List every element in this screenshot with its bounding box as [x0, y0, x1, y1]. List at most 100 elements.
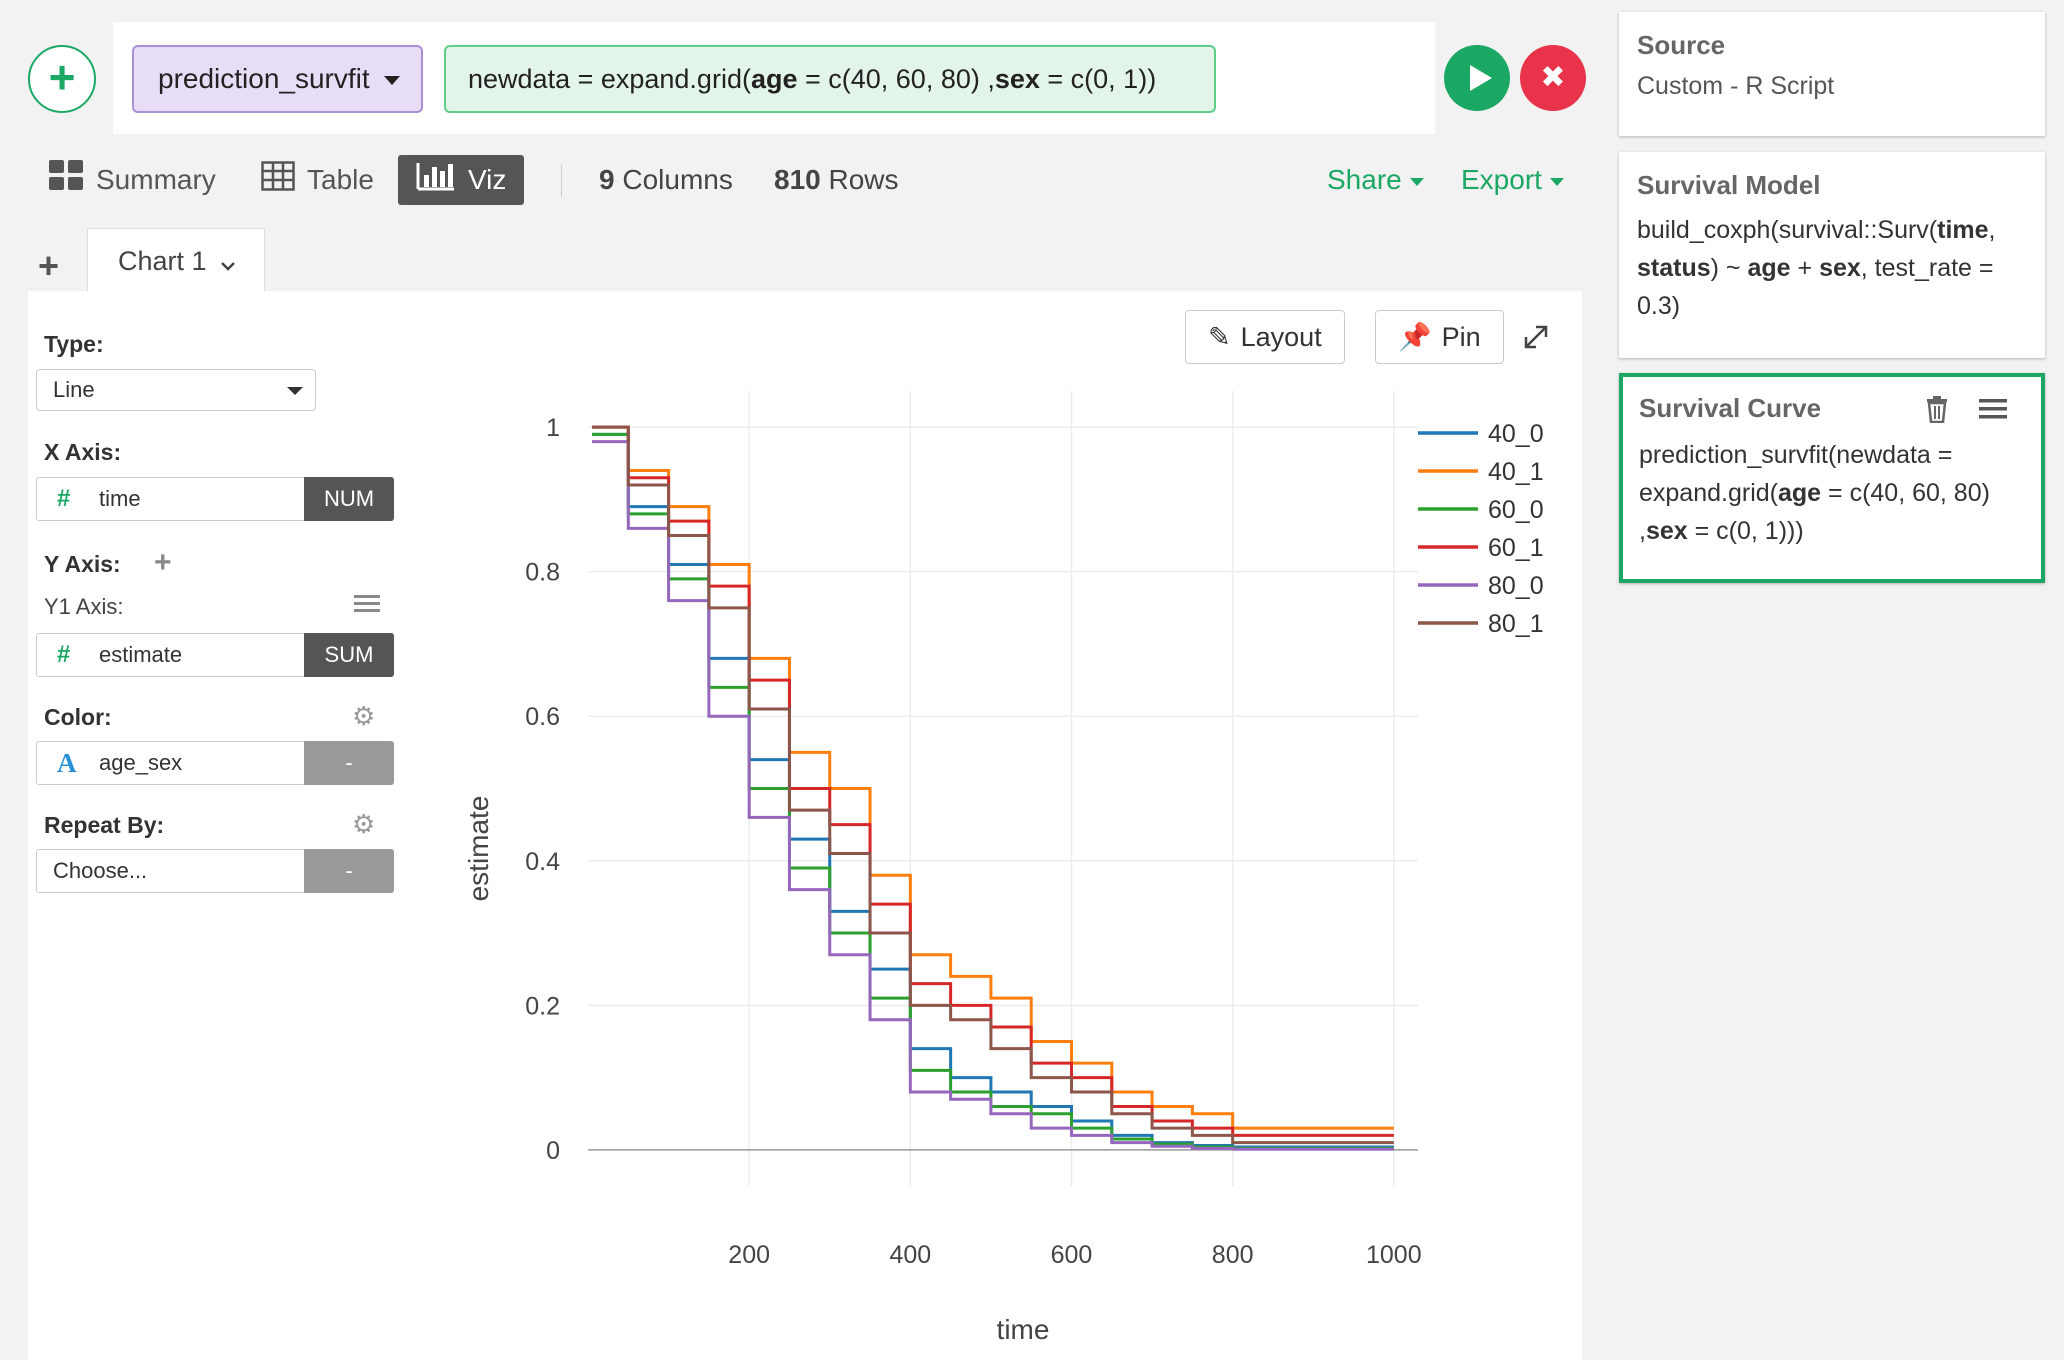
line-chart: 200 400 600 800 1000 0 0.2 0.4 0.6 0.8 1 time estima…: [463, 391, 1544, 1345]
y-aggregation[interactable]: SUM: [304, 633, 394, 677]
x-tick-label: 200: [728, 1241, 770, 1269]
tab-table-label: Table: [307, 164, 374, 195]
trash-icon[interactable]: [1925, 395, 1949, 428]
row-count: 810 Rows: [774, 164, 899, 195]
function-name: prediction_survfit: [158, 63, 370, 94]
play-icon[interactable]: [1444, 45, 1510, 111]
gear-icon[interactable]: ⚙: [352, 809, 376, 839]
chart-type-select[interactable]: Line: [36, 369, 316, 411]
expression-segment: age: [750, 64, 798, 94]
bar-chart-icon: [416, 157, 456, 207]
model-expression: build_coxph(survival::Surv(time, status)…: [1637, 211, 2027, 325]
numeric-icon: #: [57, 641, 71, 668]
tab-viz[interactable]: Viz: [398, 155, 525, 207]
tab-summary-label: Summary: [96, 164, 216, 195]
series-line-80_0: [592, 440, 1394, 1151]
x-tick-label: 1000: [1366, 1241, 1422, 1269]
legend-label: 80_0: [1488, 572, 1544, 600]
layout-button[interactable]: ✎ Layout: [1185, 310, 1345, 364]
model-title: Survival Model: [1637, 170, 1821, 200]
color-field[interactable]: A age_sex -: [36, 741, 394, 785]
step-survival-curve[interactable]: Survival Curve prediction_survfit(newdat…: [1619, 373, 2045, 583]
expression-input[interactable]: newdata = expand.grid(age = c(40, 60, 80…: [444, 45, 1216, 113]
model-segment: +: [1790, 254, 1820, 282]
numeric-icon: #: [57, 485, 71, 512]
expression-segment: sex: [994, 64, 1040, 94]
expand-icon[interactable]: [1522, 323, 1550, 356]
menu-icon[interactable]: [354, 593, 380, 620]
y-tick-label: 0.8: [525, 559, 560, 587]
function-select[interactable]: prediction_survfit: [132, 45, 423, 113]
expression-segment: = c(40, 60, 80) ,: [797, 64, 995, 94]
expression-segment: = c(0, 1)): [1039, 64, 1157, 94]
repeat-by-label: Repeat By:: [44, 812, 165, 838]
repeat-aggregation[interactable]: -: [304, 849, 394, 893]
y-tick-label: 1: [546, 414, 560, 442]
add-chart-button[interactable]: +: [38, 245, 60, 286]
caret-down-icon: [1549, 177, 1564, 186]
add-step-button[interactable]: +: [28, 45, 96, 113]
curve-segment: = c(40, 60, 80) ,: [1639, 479, 1990, 545]
model-segment: ) ~: [1710, 254, 1748, 282]
add-y-axis-icon[interactable]: +: [154, 546, 172, 579]
share-menu[interactable]: Share: [1327, 155, 1424, 205]
legend-label: 60_1: [1488, 534, 1544, 562]
chart-panel: Type: Line X Axis: # time NUM Y Axis: + …: [28, 291, 1582, 1360]
tab-summary[interactable]: Summary: [48, 155, 216, 205]
series-line-40_0: [592, 432, 1394, 1149]
legend-label: 60_0: [1488, 496, 1544, 524]
y-axis-title: estimate: [463, 796, 494, 902]
caret-down-icon: [287, 387, 303, 395]
model-segment: sex: [1819, 254, 1861, 282]
legend-label: 40_1: [1488, 458, 1544, 486]
x-aggregation[interactable]: NUM: [304, 477, 394, 521]
pin-icon: 📌: [1398, 322, 1432, 352]
text-type-icon: A: [57, 748, 77, 778]
x-axis-field[interactable]: # time NUM: [36, 477, 394, 521]
model-segment: , test_rate = 0.3): [1637, 254, 1994, 320]
y1-axis-label: Y1 Axis:: [44, 594, 124, 619]
tab-chart-1[interactable]: Chart 1: [87, 228, 265, 292]
divider: [561, 165, 562, 197]
y-tick-label: 0.4: [525, 848, 560, 876]
legend-label: 40_0: [1488, 420, 1544, 448]
curve-segment: sex: [1645, 517, 1688, 545]
export-menu[interactable]: Export: [1461, 155, 1564, 205]
color-label: Color:: [44, 704, 112, 730]
tab-table[interactable]: Table: [261, 155, 374, 205]
series-line-60_1: [592, 425, 1394, 1137]
model-segment: ,: [1988, 216, 1996, 244]
source-title: Source: [1637, 30, 1726, 60]
step-survival-model[interactable]: Survival Model build_coxph(survival::Sur…: [1619, 152, 2045, 358]
model-segment: build_coxph(survival::Surv(: [1637, 216, 1938, 244]
curve-segment: prediction_survfit(newdata = expand.grid…: [1639, 441, 1953, 507]
caret-down-icon: [1409, 177, 1424, 186]
chevron-down-icon: [220, 231, 236, 295]
series-line-60_0: [592, 432, 1394, 1150]
model-segment: time: [1937, 216, 1989, 244]
gear-icon[interactable]: ⚙: [352, 701, 376, 731]
column-count: 9 Columns: [599, 164, 733, 195]
curve-expression: prediction_survfit(newdata = expand.grid…: [1639, 436, 2025, 550]
series-line-80_1: [592, 425, 1394, 1145]
type-label: Type:: [44, 331, 104, 357]
x-axis-label: X Axis:: [44, 439, 122, 465]
color-aggregation[interactable]: -: [304, 741, 394, 785]
y-tick-label: 0: [546, 1137, 560, 1165]
step-source[interactable]: Source Custom - R Script: [1619, 12, 2045, 136]
y-axis-label: Y Axis:: [44, 551, 121, 577]
model-segment: age: [1747, 254, 1791, 282]
repeat-by-field[interactable]: Choose... -: [36, 849, 394, 893]
pencil-icon: ✎: [1208, 322, 1231, 352]
caret-down-icon: [383, 76, 400, 86]
curve-segment: age: [1777, 479, 1822, 507]
series-line-40_1: [592, 425, 1394, 1130]
pin-button[interactable]: 📌 Pin: [1375, 310, 1504, 364]
menu-icon[interactable]: [1979, 397, 2007, 426]
x-tick-label: 600: [1051, 1241, 1093, 1269]
legend-label: 80_1: [1488, 610, 1544, 638]
y-tick-label: 0.6: [525, 703, 560, 731]
y-axis-field[interactable]: # estimate SUM: [36, 633, 394, 677]
model-segment: status: [1637, 254, 1711, 282]
close-icon[interactable]: ✖: [1520, 45, 1586, 111]
